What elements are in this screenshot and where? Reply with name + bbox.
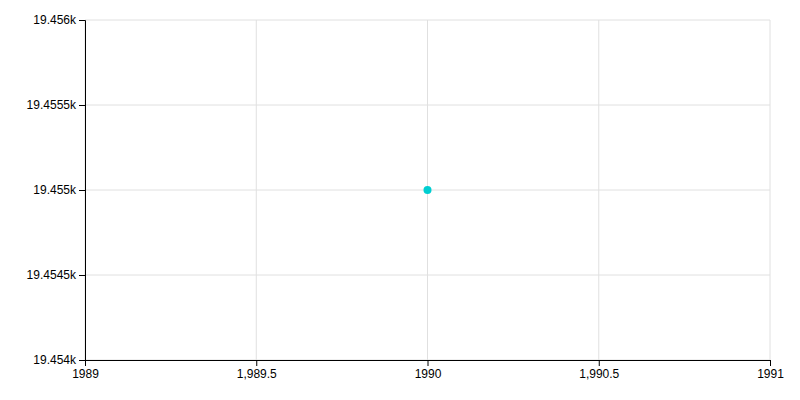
tick: 1,989.5 xyxy=(237,360,277,381)
tick-label: 1,989.5 xyxy=(237,367,277,381)
plot: 1989 1,989.5 1990 1,990.5 1991 19.454k 19.4545… xyxy=(27,13,785,380)
tick-label: 1989 xyxy=(72,367,99,381)
tick-label: 19.456k xyxy=(33,13,77,27)
axis-domain xyxy=(86,361,771,367)
tick: 19.4545k xyxy=(27,268,85,282)
tick-mark xyxy=(770,360,771,366)
tick-mark xyxy=(256,360,257,366)
tick-label: 1991 xyxy=(757,367,784,381)
tick-mark xyxy=(599,360,600,366)
tick: 1989 xyxy=(72,360,99,381)
tick-label: 19.454k xyxy=(33,353,77,367)
grid-line-y xyxy=(85,275,770,276)
tick: 19.454k xyxy=(33,353,85,367)
tick: 1,990.5 xyxy=(579,360,619,381)
tick-label: 1,990.5 xyxy=(579,367,619,381)
tick-mark xyxy=(79,20,85,21)
y-axis: 19.454k 19.4545k 19.455k 19.4555k 19.456k xyxy=(27,13,86,367)
tick-mark xyxy=(79,190,85,191)
marks xyxy=(424,186,432,194)
axis-domain xyxy=(79,21,86,361)
tick: 19.4555k xyxy=(27,98,85,112)
tick: 19.456k xyxy=(33,13,85,27)
tick-mark xyxy=(428,360,429,366)
grid-line-y xyxy=(85,105,770,106)
tick-label: 19.4545k xyxy=(27,268,77,282)
grid-line-y xyxy=(85,20,770,21)
tick-mark xyxy=(79,275,85,276)
x-axis: 1989 1,989.5 1990 1,990.5 1991 xyxy=(72,360,784,381)
tick-mark xyxy=(79,360,85,361)
tick-mark xyxy=(79,105,85,106)
grid xyxy=(85,20,770,360)
tick: 1991 xyxy=(757,360,784,381)
tick-label: 1990 xyxy=(415,367,442,381)
tick-label: 19.4555k xyxy=(27,98,77,112)
tick-label: 19.455k xyxy=(33,183,77,197)
chart: 1989 1,989.5 1990 1,990.5 1991 19.454k 19.4545… xyxy=(0,0,800,400)
point xyxy=(424,186,432,194)
tick: 19.455k xyxy=(33,183,85,197)
tick: 1990 xyxy=(415,360,442,381)
